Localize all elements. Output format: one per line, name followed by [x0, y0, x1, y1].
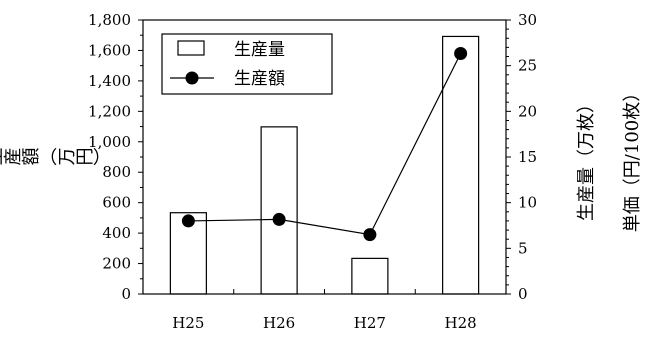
y-right2-title: 単価（円/100枚）: [622, 84, 643, 232]
y-left-tick-label: 1,800: [88, 11, 131, 29]
legend-label-production-value: 生産額: [234, 69, 285, 89]
y-left-title: 生産額（万円）: [0, 148, 111, 169]
y-right-tick-label: 30: [518, 11, 537, 29]
x-tick-label: H25: [172, 314, 204, 332]
x-tick-label: H27: [354, 314, 386, 332]
legend: 生産量 生産額: [161, 33, 333, 95]
y-left-tick-label: 1,000: [88, 133, 131, 151]
y-left-tick-label: 0: [121, 285, 131, 303]
y-left-tick-label: 800: [102, 163, 131, 181]
y-left-tick-label: 1,600: [88, 41, 131, 59]
bar: [442, 35, 480, 295]
plot-layer: 0 200 400 600 800 1,000 1,200 1,400 1,600 1,800 0 5…: [88, 11, 537, 332]
y-left-tick-label: 1,400: [88, 72, 131, 90]
legend-label-production-volume: 生産量: [234, 40, 285, 60]
bar: [351, 257, 389, 295]
line-point: [272, 212, 286, 226]
y-right-title: 生産量（万枚）: [576, 95, 597, 221]
line-series: [188, 53, 462, 236]
y-right-tick-label: 20: [518, 102, 537, 120]
y-left-tick-label: 200: [102, 255, 131, 273]
x-tick-label: H26: [263, 314, 295, 332]
y-right-tick-label: 5: [518, 239, 528, 257]
y-right-tick-label: 15: [518, 148, 537, 166]
line-point: [181, 214, 195, 228]
y-right-tick-label: 10: [518, 194, 537, 212]
line-point: [454, 46, 468, 60]
y-left-tick-label: 1,200: [88, 102, 131, 120]
legend-bar-swatch: [177, 40, 205, 56]
line-point: [363, 228, 377, 242]
legend-marker-swatch: [185, 71, 199, 85]
y-left-tick-label: 400: [102, 224, 131, 242]
plot-frame: [142, 19, 507, 295]
bar: [260, 126, 298, 295]
y-left-tick-label: 600: [102, 194, 131, 212]
x-tick-label: H28: [445, 314, 477, 332]
y-right-tick-label: 0: [518, 285, 528, 303]
y-right-tick-label: 25: [518, 57, 537, 75]
